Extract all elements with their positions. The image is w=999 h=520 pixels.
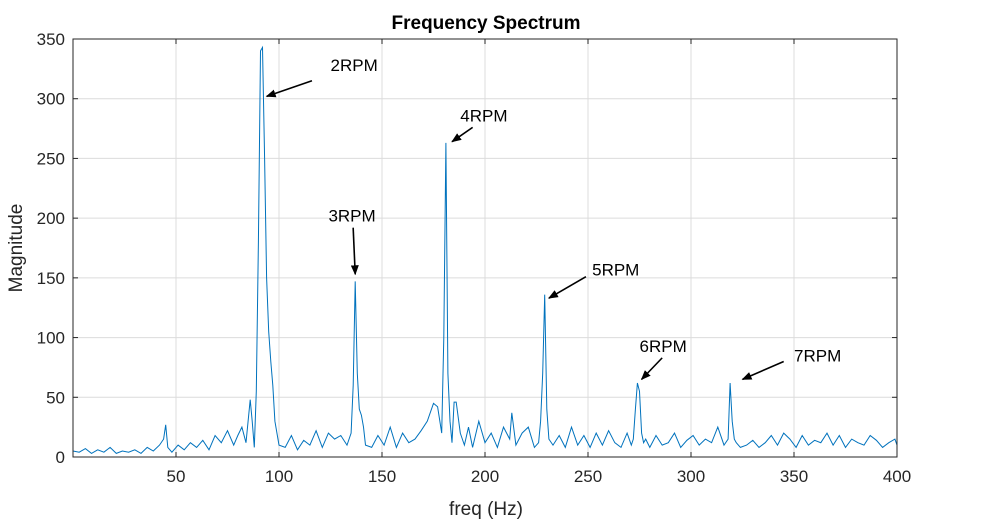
axis-ticks: 50 100 150 200 250 300 350 400 0 50 100 150 200 250 30… <box>37 30 912 486</box>
y-tick-label: 100 <box>37 329 65 348</box>
x-tick-label: 200 <box>471 467 499 486</box>
annotation-label: 6RPM <box>640 337 687 356</box>
annotation-label: 3RPM <box>328 207 375 226</box>
x-tick-label: 50 <box>167 467 186 486</box>
y-tick-label: 350 <box>37 30 65 49</box>
x-tick-label: 400 <box>883 467 911 486</box>
annotation-label: 5RPM <box>592 260 639 279</box>
y-tick-label: 0 <box>56 448 65 467</box>
y-tick-label: 250 <box>37 149 65 168</box>
y-tick-label: 150 <box>37 269 65 288</box>
annotations: 2RPM 3RPM 4RPM 5RPM 6RPM 7RPM <box>265 56 841 381</box>
annotation-label: 7RPM <box>794 346 841 365</box>
x-tick-label: 150 <box>368 467 396 486</box>
annotation-arrow <box>451 126 474 143</box>
x-tick-label: 350 <box>780 467 808 486</box>
annotation-arrow <box>547 275 587 299</box>
spectrum-line <box>72 45 898 455</box>
x-tick-label: 250 <box>574 467 602 486</box>
annotation-arrow <box>741 360 785 381</box>
series-layer <box>72 45 898 455</box>
annotation-label: 2RPM <box>331 56 378 75</box>
y-tick-label: 200 <box>37 209 65 228</box>
y-tick-label: 300 <box>37 90 65 109</box>
y-axis-label: Magnitude <box>6 204 27 293</box>
annotation-arrow <box>265 80 313 98</box>
x-tick-label: 300 <box>677 467 705 486</box>
chart-title: Frequency Spectrum <box>392 13 581 34</box>
y-tick-label: 50 <box>46 388 65 407</box>
grid-lines <box>73 38 898 458</box>
annotation-arrow <box>350 227 359 276</box>
annotation-arrow <box>640 357 663 381</box>
x-tick-label: 100 <box>265 467 293 486</box>
x-axis-label: freq (Hz) <box>449 499 523 520</box>
annotation-label: 4RPM <box>460 106 507 125</box>
